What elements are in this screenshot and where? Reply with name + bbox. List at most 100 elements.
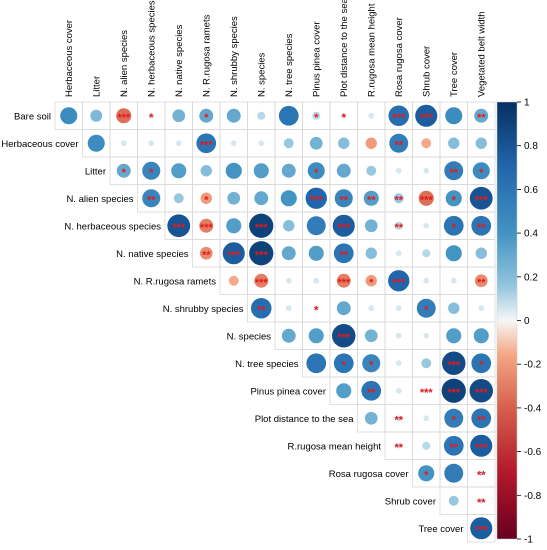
correlation-circle xyxy=(443,215,464,236)
col-label-vegetated-belt-width: Vegetated belt width xyxy=(476,11,487,97)
significance-marker: *** xyxy=(475,442,489,454)
row-label-n-native-species: N. native species xyxy=(116,249,189,260)
row-label-rosa-rugosa-cover: Rosa rugosa cover xyxy=(329,469,409,480)
correlation-circle xyxy=(361,380,382,401)
correlation-circle xyxy=(418,190,434,206)
correlation-circle xyxy=(116,108,132,124)
correlation-circle xyxy=(142,189,161,208)
correlation-circle xyxy=(285,305,292,312)
row-label-n-r-rugosa-ramets: N. R.rugosa ramets xyxy=(134,276,217,287)
correlation-circle xyxy=(285,277,292,284)
significance-marker: *** xyxy=(475,387,489,399)
correlation-circle xyxy=(281,328,296,343)
significance-marker: *** xyxy=(420,194,434,206)
correlation-circle xyxy=(471,215,492,236)
correlation-circle xyxy=(478,305,485,312)
correlation-circle xyxy=(142,161,161,180)
significance-marker: ** xyxy=(394,442,403,454)
colorbar-tick-label: 1 xyxy=(524,98,530,109)
row-label-n-herbaceous-species: N. herbaceous species xyxy=(64,221,161,232)
correlation-circle xyxy=(312,111,321,120)
col-label-plot-distance-to-the-sea: Plot distance to the sea xyxy=(339,0,350,97)
significance-marker: *** xyxy=(255,249,269,261)
correlation-circle xyxy=(308,245,324,261)
significance-marker: * xyxy=(452,194,457,206)
significance-marker: ** xyxy=(394,222,403,234)
correlation-circle xyxy=(450,277,457,284)
correlation-circle xyxy=(475,247,487,259)
correlation-circle xyxy=(332,214,355,237)
correlation-circle xyxy=(445,190,462,207)
correlation-circle xyxy=(474,108,489,123)
colorbar-tick-label: -0.2 xyxy=(524,360,542,371)
correlation-circle xyxy=(448,495,459,506)
correlation-circle xyxy=(388,270,410,292)
correlation-circle xyxy=(423,167,430,174)
colorbar-tick-label: -0.4 xyxy=(524,403,542,414)
significance-marker: ** xyxy=(477,414,486,426)
significance-marker: * xyxy=(204,112,209,124)
significance-marker: * xyxy=(342,112,347,124)
correlation-circle xyxy=(471,353,492,374)
row-label-pinus-pinea-cover: Pinus pinea cover xyxy=(250,386,326,397)
row-label-n-tree-species: N. tree species xyxy=(235,359,299,370)
correlation-circle xyxy=(60,107,78,125)
correlation-circle xyxy=(249,213,274,238)
correlation-circle xyxy=(423,277,430,284)
correlation-circle xyxy=(469,379,493,403)
correlation-circle xyxy=(393,193,404,204)
correlation-circle xyxy=(365,137,377,149)
correlation-circle xyxy=(364,411,378,425)
significance-marker: *** xyxy=(337,222,351,234)
correlation-circle xyxy=(281,163,296,178)
correlation-circle xyxy=(475,137,487,149)
significance-marker: ** xyxy=(449,442,458,454)
correlation-circle xyxy=(423,387,430,394)
column-labels: Herbaceous cover Litter N. alien species N.… xyxy=(64,0,488,97)
correlation-circle xyxy=(395,360,402,367)
significance-marker: *** xyxy=(172,222,186,234)
correlation-circle xyxy=(421,358,432,369)
correlation-circle xyxy=(423,415,430,422)
significance-marker: ** xyxy=(477,469,486,481)
correlation-circle xyxy=(228,275,239,286)
correlation-circle xyxy=(443,435,464,456)
significance-marker: * xyxy=(314,304,319,316)
significance-marker: ** xyxy=(449,167,458,179)
correlation-circle xyxy=(225,162,242,179)
row-label-herbaceous-cover: Herbaceous cover xyxy=(1,139,78,150)
row-label-bare-soil: Bare soil xyxy=(14,111,51,122)
significance-marker: ** xyxy=(147,194,156,206)
correlation-circle xyxy=(478,470,485,477)
significance-marker: * xyxy=(424,304,429,316)
significance-marker: * xyxy=(424,469,429,481)
significance-marker: ** xyxy=(339,194,348,206)
significance-marker: ** xyxy=(394,194,403,206)
correlation-circle xyxy=(333,243,354,264)
correlation-circle xyxy=(338,137,350,149)
significance-marker: ** xyxy=(477,277,486,289)
correlation-circle xyxy=(333,353,354,374)
correlation-circle xyxy=(418,465,435,482)
correlation-circle xyxy=(171,163,187,179)
correlation-circle xyxy=(199,108,214,123)
correlation-circle xyxy=(395,305,402,312)
colorbar-tick-label: 0.2 xyxy=(524,272,538,283)
matrix-grid xyxy=(54,101,496,543)
significance-marker: ** xyxy=(339,249,348,261)
correlation-circle xyxy=(199,218,214,233)
correlation-circle xyxy=(313,305,320,312)
correlation-circle xyxy=(120,140,127,147)
significance-marker: *** xyxy=(255,277,269,289)
correlation-circle xyxy=(416,298,436,318)
correlation-circle xyxy=(226,108,241,123)
correlation-circle xyxy=(336,273,351,288)
row-label-n-species: N. species xyxy=(227,331,272,342)
correlation-circle xyxy=(368,305,375,312)
col-label-rosa-rugosa-cover: Rosa rugosa cover xyxy=(394,17,405,97)
significance-marker: *** xyxy=(447,387,461,399)
grid-cell xyxy=(467,514,496,543)
correlation-circle xyxy=(280,190,297,207)
col-label-shrub-cover: Shrub cover xyxy=(421,46,432,97)
